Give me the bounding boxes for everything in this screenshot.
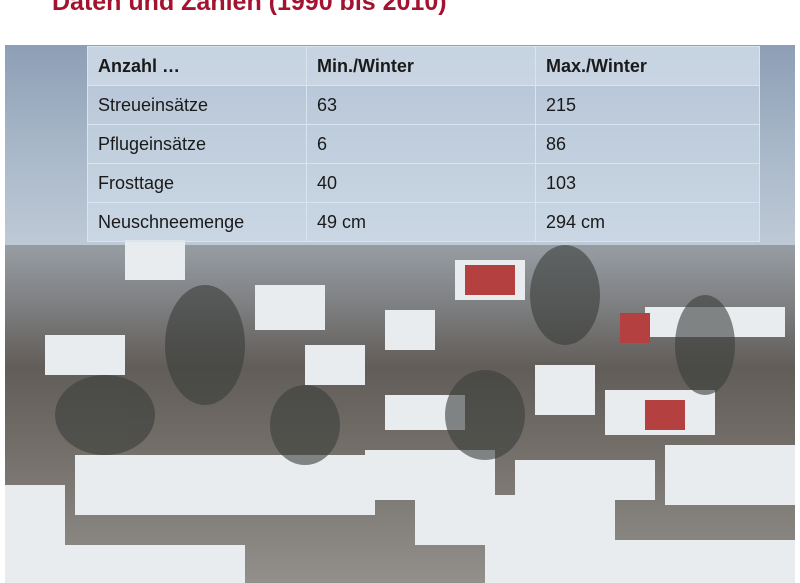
- table-cell: 215: [536, 86, 760, 125]
- column-header: Min./Winter: [307, 47, 536, 86]
- table-cell: 103: [536, 164, 760, 203]
- table-cell: Pflugeinsätze: [88, 125, 307, 164]
- table-cell: Neuschneemenge: [88, 203, 307, 242]
- table-row: Neuschneemenge 49 cm 294 cm: [88, 203, 760, 242]
- table-cell: 63: [307, 86, 536, 125]
- table-cell: Frosttage: [88, 164, 307, 203]
- column-header: Max./Winter: [536, 47, 760, 86]
- column-header: Anzahl …: [88, 47, 307, 86]
- table-cell: Streueinsätze: [88, 86, 307, 125]
- table-cell: 294 cm: [536, 203, 760, 242]
- slide: {"header": {"title": "Daten und Zahlen (…: [0, 0, 800, 583]
- slide-title: Daten und Zahlen (1990 bis 2010): [52, 0, 447, 17]
- table-cell: 49 cm: [307, 203, 536, 242]
- table-cell: 40: [307, 164, 536, 203]
- table-cell: 86: [536, 125, 760, 164]
- table-cell: 6: [307, 125, 536, 164]
